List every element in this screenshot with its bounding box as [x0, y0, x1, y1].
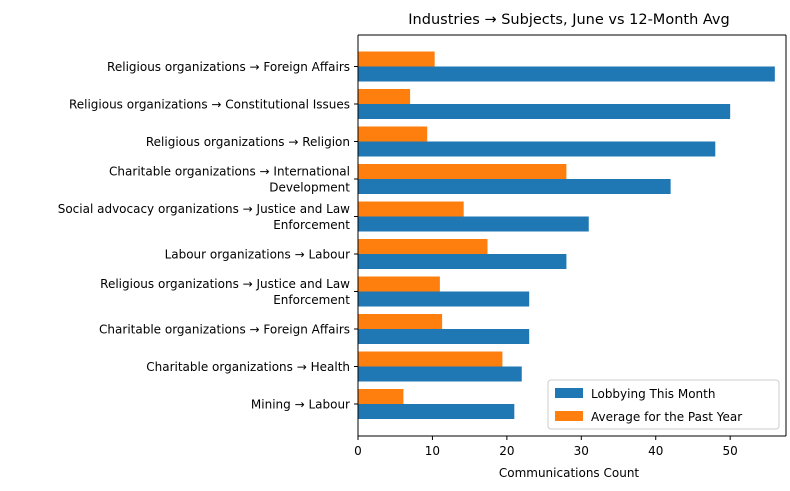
bar-series-1-row-3: [358, 141, 716, 157]
bar-series-2-row-5: [358, 201, 464, 217]
bars-group: [358, 51, 775, 419]
x-axis-label: Communications Count: [499, 466, 640, 480]
y-axis-ticks: Religious organizations → Foreign Affair…: [58, 60, 358, 412]
x-tick-label: 10: [425, 444, 440, 458]
y-tick-label: Labour organizations → Labour: [165, 248, 351, 262]
bar-series-2-row-9: [358, 351, 503, 367]
legend-box: [547, 379, 780, 430]
bar-series-2-row-2: [358, 89, 411, 104]
bar-series-2-row-1: [358, 51, 435, 67]
legend-label-series-2: Average for the Past Year: [591, 410, 742, 424]
y-tick-label: Charitable organizations → International…: [109, 165, 350, 195]
x-tick-label: 40: [648, 444, 663, 458]
bar-series-1-row-5: [358, 216, 589, 232]
bar-series-1-row-2: [358, 104, 731, 119]
y-tick-label: Religious organizations → Constitutional…: [69, 98, 350, 112]
x-tick-label: 50: [723, 444, 738, 458]
x-tick-label: 30: [574, 444, 589, 458]
y-tick-label: Religious organizations → Justice and La…: [100, 277, 350, 307]
bar-series-2-row-6: [358, 239, 488, 254]
x-axis-ticks: 0 10 20 30 40 50: [354, 436, 738, 458]
bar-series-1-row-6: [358, 254, 567, 269]
legend-label-series-1: Lobbying This Month: [591, 387, 715, 401]
legend-swatch-series-2: [555, 411, 583, 421]
bar-series-1-row-9: [358, 366, 522, 382]
y-tick-label: Social advocacy organizations → Justice …: [58, 202, 351, 232]
legend: Lobbying This Month Average for the Past…: [547, 379, 780, 430]
y-tick-label: Religious organizations → Religion: [146, 135, 350, 149]
bar-series-2-row-10: [358, 389, 404, 404]
y-tick-label: Charitable organizations → Foreign Affai…: [99, 323, 350, 337]
chart-title: Industries → Subjects, June vs 12-Month …: [408, 12, 729, 28]
y-tick-label: Charitable organizations → Health: [146, 360, 350, 374]
bar-series-1-row-10: [358, 404, 515, 419]
bar-series-2-row-8: [358, 314, 443, 329]
bar-series-2-row-4: [358, 164, 567, 179]
bar-series-2-row-7: [358, 276, 440, 292]
y-tick-label: Mining → Labour: [251, 398, 350, 412]
x-tick-label: 0: [354, 444, 362, 458]
bar-series-1-row-1: [358, 66, 775, 82]
bar-series-1-row-7: [358, 291, 530, 307]
x-tick-label: 20: [499, 444, 514, 458]
y-tick-label: Religious organizations → Foreign Affair…: [107, 60, 350, 74]
bar-series-1-row-4: [358, 179, 671, 194]
bar-series-1-row-8: [358, 329, 530, 344]
legend-swatch-series-1: [555, 388, 583, 398]
bar-series-2-row-3: [358, 126, 428, 142]
